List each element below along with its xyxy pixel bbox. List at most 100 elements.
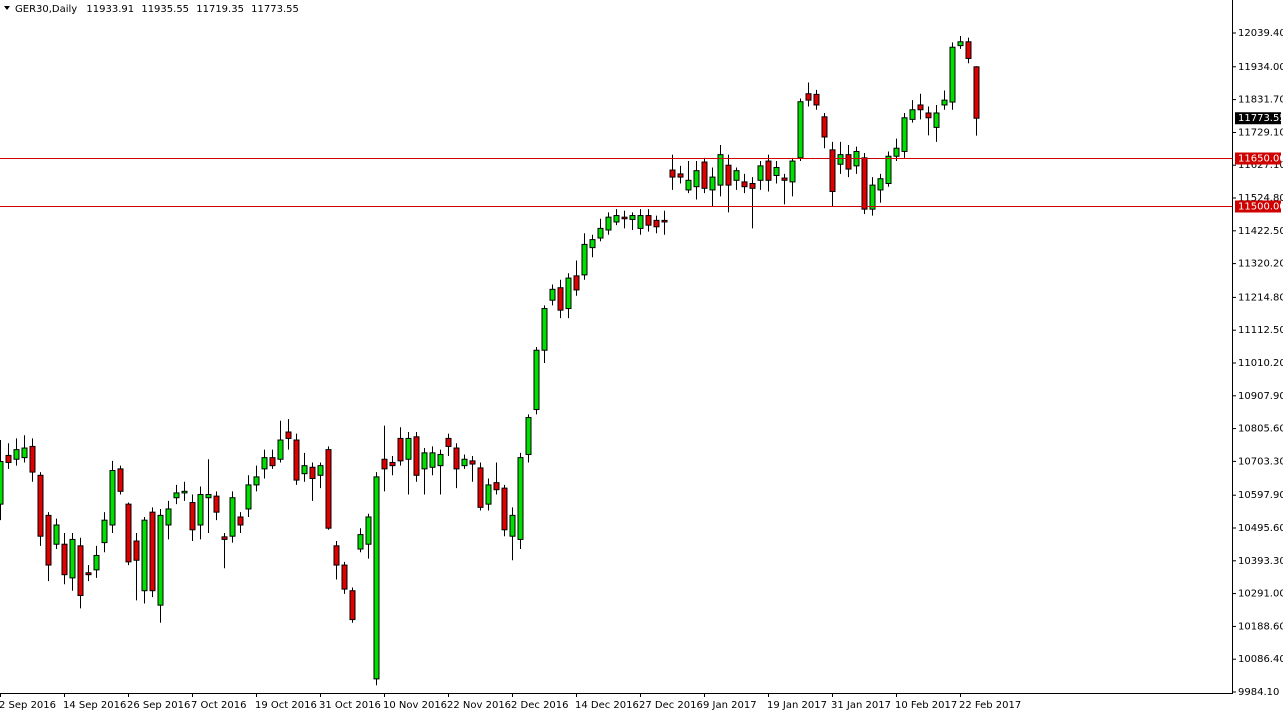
candle-body: [485, 484, 492, 505]
candle-body: [53, 524, 60, 545]
candle-body: [725, 164, 732, 186]
candle-body: [517, 457, 524, 540]
candle-body: [269, 457, 276, 467]
candle-body: [349, 590, 356, 621]
candle-body: [141, 519, 148, 592]
price-tag-label: 11773.55: [1238, 113, 1283, 124]
candle-body: [149, 511, 156, 592]
candle-body: [829, 149, 836, 193]
candle-body: [909, 109, 916, 120]
candle-body: [877, 178, 884, 191]
x-tick-label: 31 Oct 2016: [319, 700, 381, 711]
candle-body: [813, 93, 820, 106]
y-tick-label: 10703.30: [1238, 456, 1283, 467]
candle-body: [117, 468, 124, 492]
candle-body: [5, 454, 12, 463]
candle-body: [701, 161, 708, 189]
y-tick-label: 10291.00: [1238, 589, 1283, 600]
candle-body: [245, 484, 252, 510]
y-tick-label: 12039.40: [1238, 28, 1283, 39]
candle-body: [717, 154, 724, 186]
x-tick-label: 22 Feb 2017: [959, 700, 1021, 711]
candle-body: [301, 465, 308, 475]
x-tick-label: 22 Nov 2016: [447, 700, 511, 711]
candle-body: [85, 572, 92, 576]
candle-body: [837, 154, 844, 165]
candle-body: [645, 215, 652, 226]
candle-body: [917, 104, 924, 111]
candle-body: [661, 219, 668, 223]
chart-header: GER30,Daily 11933.91 11935.55 11719.35 1…: [15, 4, 299, 15]
candle-body: [869, 184, 876, 210]
candle-body: [365, 516, 372, 545]
y-tick-label: 11320.20: [1238, 259, 1283, 270]
candle-body: [797, 101, 804, 159]
candle-body: [93, 554, 100, 571]
candle-body: [325, 449, 332, 529]
y-tick-label: 11627.10: [1238, 160, 1283, 171]
candle-body: [493, 482, 500, 491]
candle-body: [581, 243, 588, 276]
x-tick-label: 31 Jan 2017: [831, 700, 891, 711]
candle-body: [757, 165, 764, 181]
x-tick-label: 19 Jan 2017: [767, 700, 827, 711]
candle-body: [133, 540, 140, 561]
candle-body: [789, 160, 796, 183]
candle-body: [109, 469, 116, 526]
candle-body: [61, 543, 68, 576]
candle-body: [893, 147, 900, 157]
candle-body: [21, 447, 28, 459]
candle-body: [469, 460, 476, 465]
candle-body: [237, 516, 244, 526]
candle-body: [965, 41, 972, 59]
candle-body: [621, 216, 628, 220]
y-tick-label: 10597.90: [1238, 490, 1283, 501]
candle-body: [317, 465, 324, 476]
candle-body: [77, 545, 84, 597]
candle-body: [637, 215, 644, 229]
header-close: 11773.55: [251, 4, 299, 15]
candle-body: [453, 447, 460, 470]
y-tick-label: 10907.90: [1238, 391, 1283, 402]
candle-body: [461, 458, 468, 467]
x-tick-label: 2 Sep 2016: [0, 700, 56, 711]
candle-body: [413, 436, 420, 476]
candle-body: [733, 170, 740, 181]
candle-body: [765, 160, 772, 181]
y-tick-label: 11934.00: [1238, 62, 1283, 73]
candle-body: [293, 439, 300, 481]
x-tick-label: 14 Sep 2016: [63, 700, 126, 711]
candle-body: [741, 181, 748, 188]
candle-body: [565, 277, 572, 310]
candle-body: [221, 536, 228, 540]
candle-body: [45, 514, 52, 566]
candle-body: [341, 564, 348, 590]
candle-body: [597, 227, 604, 239]
candle-body: [277, 439, 284, 460]
header-arrow: [4, 6, 10, 10]
y-tick-label: 10086.40: [1238, 654, 1283, 665]
candle-body: [69, 538, 76, 579]
y-tick-label: 11112.50: [1238, 325, 1283, 336]
candle-body: [629, 215, 636, 220]
candle-body: [381, 458, 388, 470]
y-tick-label: 10188.60: [1238, 621, 1283, 632]
candle-body: [781, 177, 788, 181]
symbol: GER30,Daily: [15, 4, 77, 15]
candle-body: [157, 514, 164, 606]
candle-body: [557, 287, 564, 311]
candle-body: [589, 239, 596, 249]
x-tick-label: 7 Oct 2016: [191, 700, 246, 711]
x-tick-label: 2 Dec 2016: [511, 700, 569, 711]
candle-body: [421, 452, 428, 470]
x-tick-label: 10 Nov 2016: [383, 700, 447, 711]
candle-body: [653, 219, 660, 228]
candle-body: [181, 490, 188, 494]
candle-body: [429, 452, 436, 468]
candle-body: [213, 495, 220, 513]
y-tick-label: 10495.60: [1238, 523, 1283, 534]
candle-body: [357, 534, 364, 550]
candle-body: [861, 157, 868, 210]
